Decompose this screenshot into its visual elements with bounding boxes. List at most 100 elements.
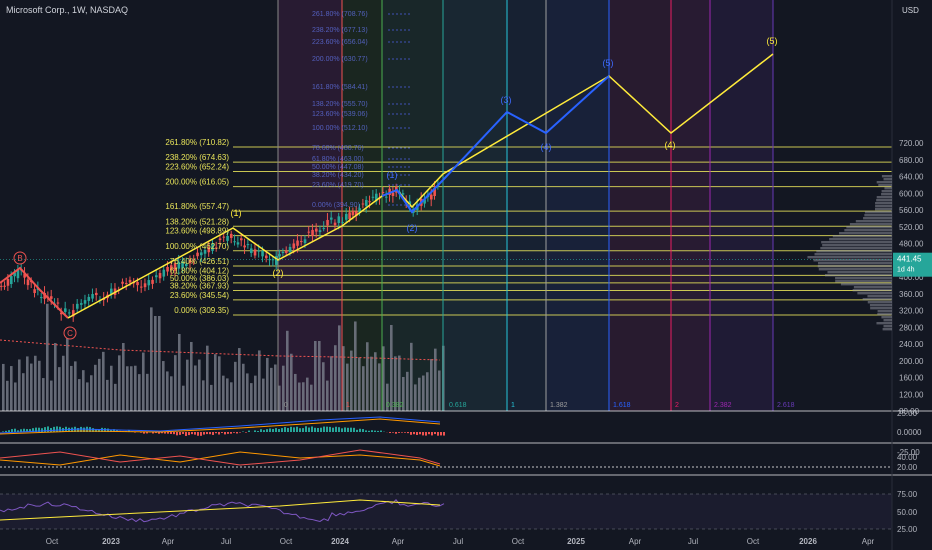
volume-profile-bar [814,253,892,256]
macd-histogram-bar [443,432,445,436]
candle-body [158,273,162,279]
candle-body [87,296,91,301]
volume-bar [342,346,345,411]
volume-profile-bar [867,295,892,298]
time-label: Jul [688,537,698,546]
candle-body [246,244,250,246]
volume-bar [386,383,389,411]
macd-histogram-bar [41,428,43,432]
macd-histogram-bar [206,432,208,435]
blue-wave-path [381,75,610,214]
candle-body [288,247,292,253]
macd-histogram-bar [410,432,412,435]
last-price-value: 441.45 [897,255,922,264]
volume-bar [418,377,421,411]
candle-body [355,211,358,217]
candle-body [121,281,124,284]
macd-histogram-bar [419,432,421,435]
candle-body [218,238,222,241]
volume-bar [166,371,169,411]
macd-histogram-bar [257,431,259,432]
volume-bar [334,345,337,411]
macd-histogram-bar [197,432,199,436]
candle-body [292,243,296,249]
volume-bar [422,375,425,411]
macd-histogram-bar [356,429,358,432]
candle-body [23,273,26,278]
small-fib-label: 23.60% (419.70) [312,182,364,189]
volume-bar [350,350,353,411]
chart-title: Microsoft Corp., 1W, NASDAQ [6,5,129,15]
time-label: Apr [862,537,875,546]
volume-bar [126,366,129,411]
volume-bar [222,375,225,411]
volume-bar [174,355,177,411]
small-fib-label: 238.20% (677.13) [312,27,368,34]
candle-body [203,249,207,254]
time-fib-label: 1.618 [613,402,631,409]
macd-histogram-bar [269,428,271,432]
small-fib-label: 61.80% (463.00) [312,156,364,163]
small-fib-label: 50.00% (447.08) [312,164,364,171]
volume-bar [246,373,249,411]
volume-bar [330,356,333,411]
candle-body [300,241,303,243]
time-fib-label: 0.382 [386,402,404,409]
indicator-tick: 25.00 [897,525,918,534]
time-fib-label: 1 [511,402,515,409]
candle-body [296,240,299,246]
volume-bar [306,377,309,411]
volume-bar [194,365,197,411]
volume-profile-bar [853,286,892,289]
candle-body [80,303,83,305]
macd-histogram-bar [272,428,274,432]
volume-profile-bar [849,223,892,226]
volume-bar [438,370,441,411]
price-tick: 640.00 [899,173,924,182]
candle-body [345,213,348,220]
volume-bar [202,380,205,411]
macd-histogram-bar [320,427,322,432]
macd-histogram-bar [194,432,196,435]
candle-body [207,247,211,253]
volume-profile-bar [817,265,892,268]
small-fib-label: 138.20% (555.70) [312,101,368,108]
price-tick: 240.00 [899,340,924,349]
volume-bar [138,374,141,411]
macd-histogram-bar [341,428,343,432]
time-fib-bands [278,0,773,411]
time-fib-label: 2.618 [777,402,795,409]
volume-profile-bar [835,277,892,280]
volume-profile-bar [883,319,892,322]
volume-profile-bar [832,235,892,238]
volume-bar [114,383,117,411]
candle-body [230,233,233,238]
fib-level-label: 100.00% (462.70) [165,242,229,251]
volume-bar [230,382,233,411]
volume-profile-bar [816,250,892,253]
candle-body [243,245,246,248]
candle-body [401,193,405,195]
volume-bar [402,376,405,411]
volume-profile-bar [820,247,892,250]
macd-histogram-bar [377,430,379,432]
volume-bar [50,380,53,411]
candle-body [271,259,275,261]
macd-signal [0,418,441,435]
volume-profile-bar [877,310,892,313]
volume-bar [302,382,305,411]
candle-body [375,193,378,202]
candle-body [83,300,87,304]
macd-histogram-bar [140,432,142,433]
indicator-tick: 25.00 [897,409,918,418]
volume-profile-bar [881,193,892,196]
candle-body [0,285,3,287]
volume-profile-bar [864,211,892,214]
macd-histogram-bar [350,427,352,432]
time-fib-band [546,0,609,411]
candle-body [162,269,166,277]
volume-profile-bar [846,226,892,229]
candle-body [188,259,192,264]
